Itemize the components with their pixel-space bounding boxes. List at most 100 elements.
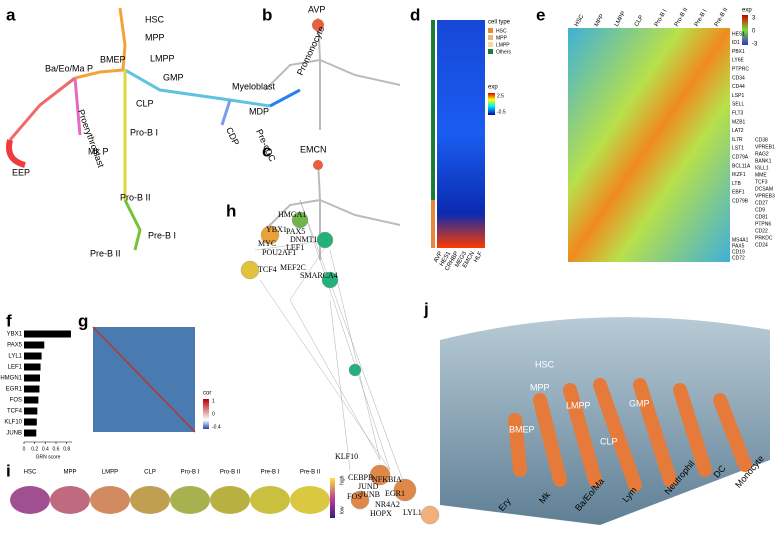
- label: d: [410, 5, 420, 24]
- label: BANK1: [755, 158, 772, 164]
- bar: [24, 374, 40, 382]
- label: Pro-B II: [120, 192, 151, 202]
- label: a: [6, 5, 16, 24]
- label: MZB1: [732, 119, 746, 125]
- label: AVP: [308, 4, 325, 14]
- label: TCF4: [258, 265, 277, 274]
- label: CD72: [732, 255, 745, 261]
- bar: [24, 407, 38, 415]
- label: MYC: [258, 239, 276, 248]
- label: HMGN1: [0, 376, 22, 382]
- bar: [24, 429, 37, 437]
- label: exp: [488, 85, 498, 91]
- label: 0: [23, 446, 26, 452]
- label: 0.6: [53, 446, 60, 452]
- label: MEF2C: [280, 263, 306, 272]
- label: JUNB: [6, 431, 22, 437]
- label: GMP: [163, 72, 184, 82]
- label: NR4A2: [375, 500, 400, 509]
- label: Myeloblast: [232, 81, 276, 91]
- label: low: [339, 506, 345, 514]
- label: EGR1: [385, 489, 405, 498]
- label: IKZF1: [732, 172, 746, 178]
- label: LEF1: [286, 243, 304, 252]
- panel-i-graphs: [10, 478, 335, 518]
- label: LTB: [732, 181, 741, 187]
- label: e: [536, 5, 545, 24]
- label: HOPX: [370, 509, 392, 518]
- label: j: [423, 299, 429, 318]
- label: 3: [752, 16, 756, 22]
- label: CD38: [755, 137, 768, 143]
- label: HSC: [145, 14, 165, 24]
- label: HLF: [473, 251, 484, 264]
- label: VPREB3: [755, 193, 775, 199]
- label: CDP: [224, 126, 241, 147]
- label: 0: [752, 29, 756, 35]
- label: f: [6, 311, 12, 330]
- label: NFKBIA: [372, 475, 402, 484]
- label: MPP: [530, 382, 550, 392]
- label: CD24: [755, 242, 768, 248]
- label: CD9: [755, 207, 765, 213]
- label: -0.5: [497, 109, 506, 115]
- bar: [24, 352, 42, 360]
- label: JUND: [358, 482, 379, 491]
- bar: [24, 396, 39, 404]
- label: HSC: [24, 470, 37, 476]
- legend-swatch: [488, 42, 493, 47]
- label: CD19: [732, 249, 745, 255]
- label: PAX5: [732, 243, 745, 249]
- label: HSC: [496, 28, 507, 34]
- label: FOS: [10, 398, 22, 404]
- bar: [24, 385, 40, 393]
- label: HSC: [574, 13, 586, 28]
- label: LMPP: [496, 42, 510, 48]
- label: HMGA1: [278, 210, 306, 219]
- label: high: [339, 475, 345, 485]
- legend-swatch: [488, 35, 493, 40]
- label: CD44: [732, 84, 745, 90]
- heatmap-d: [437, 20, 485, 248]
- label: BCL11A: [732, 163, 751, 169]
- label: 1: [212, 398, 215, 404]
- legend-swatch: [488, 28, 493, 33]
- label: CD79B: [732, 199, 749, 205]
- label: PTPN6: [755, 221, 771, 227]
- label: CD27: [755, 200, 768, 206]
- label: RAG2: [755, 151, 769, 157]
- label: LMPP: [614, 11, 627, 28]
- label: CLP: [136, 98, 154, 108]
- label: Ba/Eo/Ma P: [45, 63, 93, 73]
- network-h: [240, 199, 440, 525]
- label: i: [6, 461, 11, 480]
- label: Pre-B II: [300, 470, 321, 476]
- label: HES1: [732, 31, 745, 37]
- label: Others: [496, 49, 512, 55]
- label: g: [78, 311, 88, 330]
- label: EMCN: [300, 144, 327, 154]
- label: SELL: [732, 102, 744, 108]
- label: SMARCA4: [300, 271, 338, 280]
- bar: [24, 341, 45, 349]
- label: Pre-B II: [90, 248, 121, 258]
- label: BMEP: [509, 424, 535, 434]
- label: GMP: [629, 398, 650, 408]
- label: MME: [755, 172, 767, 178]
- label: MPP: [145, 32, 165, 42]
- label: PAX5: [7, 343, 23, 349]
- label: -0.4: [212, 424, 221, 430]
- label: PTPRC: [732, 67, 749, 73]
- label: FOS: [347, 492, 362, 501]
- label: c: [262, 141, 271, 160]
- label: MPP: [63, 470, 76, 476]
- label: MDP: [249, 106, 269, 116]
- annotation-bar: [431, 200, 435, 248]
- label: TCF3: [755, 179, 768, 185]
- bar: [24, 363, 41, 371]
- label: BMEP: [100, 54, 126, 64]
- label: EGR1: [6, 387, 23, 393]
- label: HSC: [535, 359, 555, 369]
- label: KLF10: [335, 452, 358, 461]
- bar: [24, 330, 71, 338]
